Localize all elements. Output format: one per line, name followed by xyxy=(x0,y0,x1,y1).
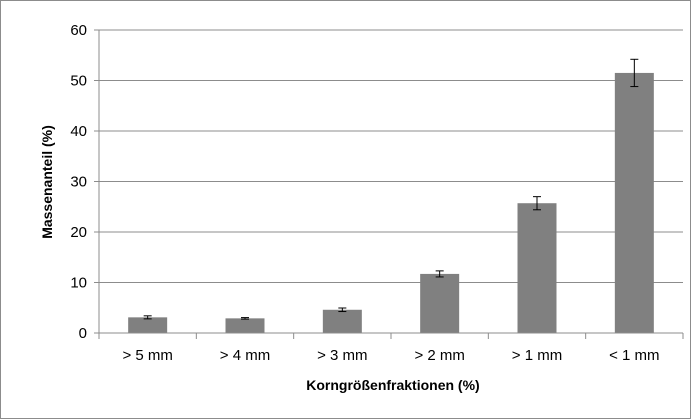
x-tick-label: > 5 mm xyxy=(122,347,172,364)
y-tick-label: 10 xyxy=(70,275,87,292)
y-tick-label: 40 xyxy=(70,123,87,140)
y-tick-labels: 0 10 20 30 40 50 60 xyxy=(70,22,87,342)
x-axis-title: Korngrößenfraktionen (%) xyxy=(306,377,479,393)
error-bars xyxy=(143,58,639,320)
bar xyxy=(420,273,460,333)
bar xyxy=(517,203,557,333)
x-tick-label: > 2 mm xyxy=(414,347,464,364)
x-tick-label: > 4 mm xyxy=(220,347,270,364)
y-tick-label: 0 xyxy=(79,325,87,342)
y-axis-title: Massenanteil (%) xyxy=(39,125,55,239)
gridlines xyxy=(99,29,683,283)
y-tick-label: 30 xyxy=(70,174,87,191)
axes xyxy=(94,29,684,339)
x-tick-label: < 1 mm xyxy=(609,347,659,364)
bars xyxy=(128,72,654,334)
x-tick-label: > 1 mm xyxy=(512,347,562,364)
bar xyxy=(614,72,654,334)
x-tick-labels: > 5 mm > 4 mm > 3 mm > 2 mm > 1 mm < 1 mm xyxy=(122,347,659,364)
bar xyxy=(128,317,168,333)
bar xyxy=(225,318,265,333)
y-tick-label: 50 xyxy=(70,73,87,90)
y-tick-label: 60 xyxy=(70,22,87,39)
bar xyxy=(322,309,362,333)
y-tick-label: 20 xyxy=(70,224,87,241)
x-tick-label: > 3 mm xyxy=(317,347,367,364)
